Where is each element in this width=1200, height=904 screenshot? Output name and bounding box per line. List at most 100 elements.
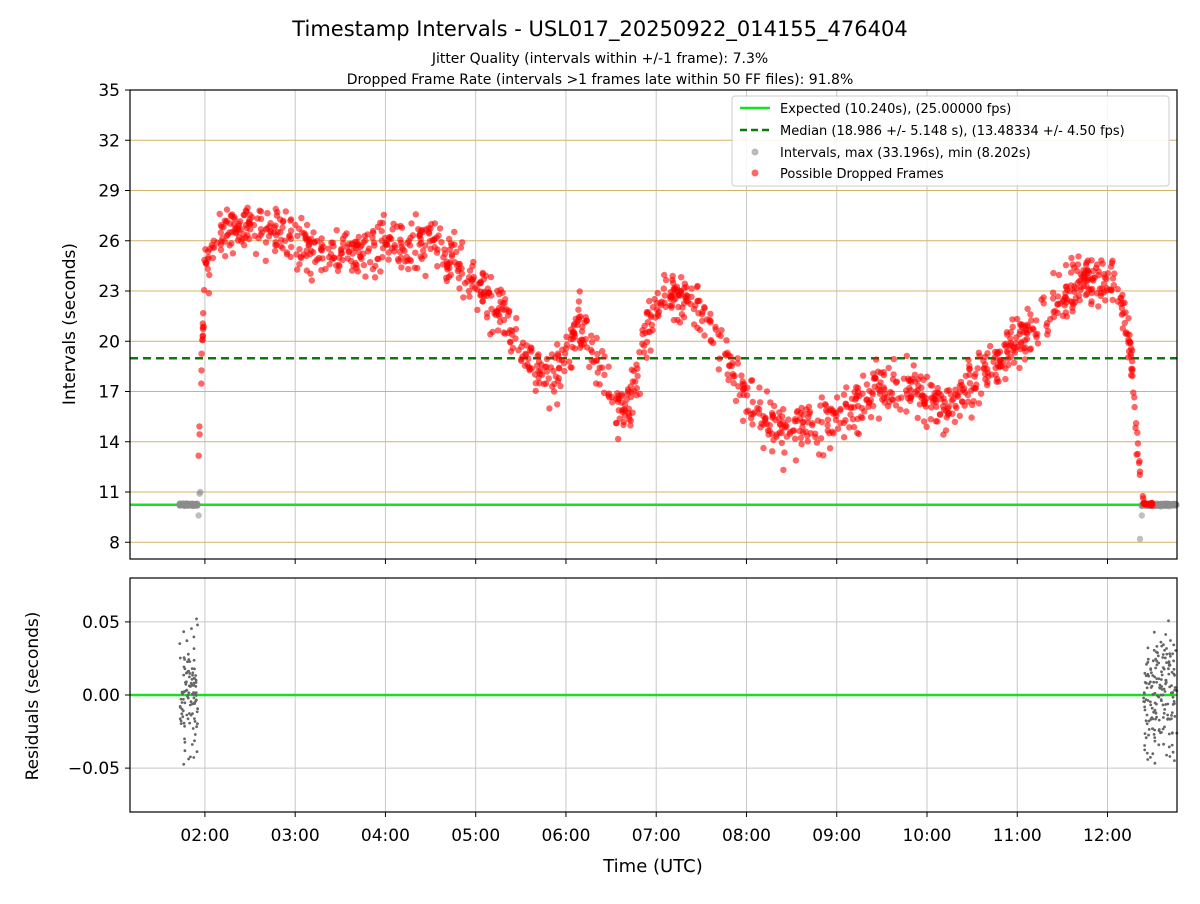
- residual-point: [1166, 702, 1170, 706]
- dropped-frame-point: [554, 341, 561, 348]
- dropped-frame-point: [352, 238, 359, 245]
- residual-point: [194, 694, 198, 697]
- dropped-frame-point: [843, 384, 850, 391]
- dropped-frame-point: [227, 212, 235, 219]
- dropped-frame-point: [588, 332, 595, 339]
- dropped-frame-point: [760, 444, 767, 452]
- dropped-frame-point: [680, 300, 688, 307]
- dropped-frame-point: [246, 226, 254, 233]
- residual-point: [1158, 686, 1161, 689]
- dropped-frame-point: [256, 207, 263, 214]
- residual-point: [1144, 719, 1148, 723]
- dropped-frame-point: [907, 397, 914, 404]
- residual-point: [1167, 672, 1171, 676]
- dropped-frame-point: [1071, 283, 1078, 290]
- residual-point: [1159, 678, 1163, 681]
- dropped-frame-point: [229, 250, 237, 257]
- dropped-frame-point: [927, 416, 934, 423]
- top-y-tick-label: 26: [98, 232, 120, 252]
- dropped-frame-point: [890, 355, 897, 363]
- residual-point: [196, 722, 199, 726]
- dropped-frame-point: [1084, 266, 1091, 274]
- residual-point: [1167, 667, 1170, 671]
- dropped-frame-point: [475, 280, 482, 287]
- residual-point: [1163, 690, 1167, 693]
- dropped-frame-point: [409, 232, 417, 239]
- dropped-frame-point: [1038, 296, 1045, 303]
- top-y-tick-label: 20: [98, 332, 120, 352]
- dropped-frame-point: [288, 243, 295, 251]
- dropped-frame-point: [694, 282, 701, 290]
- dropped-frame-point: [505, 329, 512, 337]
- residual-point: [1164, 678, 1168, 682]
- dropped-frame-point: [362, 237, 369, 244]
- dropped-frame-point: [660, 285, 667, 292]
- dropped-frame-point: [427, 245, 434, 252]
- dropped-frame-point: [390, 220, 397, 227]
- residual-point: [1143, 748, 1147, 752]
- residual-point: [1143, 708, 1147, 712]
- dropped-frame-point: [824, 422, 831, 429]
- dropped-frame-point: [336, 263, 343, 270]
- interval-point: [176, 500, 184, 507]
- dropped-frame-point: [994, 375, 1001, 383]
- dropped-frame-point: [921, 400, 928, 408]
- dropped-frame-point: [583, 344, 591, 351]
- dropped-frame-point: [474, 286, 481, 293]
- dropped-frame-point: [206, 271, 213, 279]
- dropped-frame-point: [1074, 261, 1082, 268]
- dropped-frame-point: [888, 396, 896, 403]
- dropped-frame-point: [1126, 331, 1133, 338]
- bottom-x-tick-label: 04:00: [361, 826, 410, 846]
- dropped-frame-point: [960, 385, 968, 392]
- dropped-frame-point: [1044, 331, 1051, 338]
- dropped-frame-point: [1081, 277, 1088, 285]
- bottom-panel-y-ticks: 0.05 0.00 −0.05: [68, 613, 130, 779]
- dropped-frame-point: [198, 350, 205, 357]
- residual-point: [1145, 722, 1149, 726]
- dropped-frame-point: [447, 240, 455, 247]
- dropped-frame-point: [773, 431, 780, 438]
- residual-point: [178, 656, 182, 660]
- dropped-frame-point: [1119, 325, 1127, 332]
- dropped-frame-point: [962, 372, 969, 380]
- dropped-frame-point: [588, 348, 596, 356]
- dropped-frame-point: [451, 228, 458, 236]
- residual-point: [182, 690, 186, 694]
- residual-point: [1145, 686, 1149, 690]
- dropped-frame-point: [484, 285, 491, 292]
- dropped-frame-point: [234, 225, 241, 233]
- dropped-frame-point: [455, 274, 463, 282]
- dropped-frame-point: [914, 376, 922, 383]
- dropped-frame-point: [339, 240, 347, 247]
- residual-point: [1146, 657, 1150, 661]
- residual-point: [1162, 711, 1166, 715]
- dropped-frame-point: [645, 328, 652, 335]
- dropped-frame-point: [381, 234, 389, 241]
- top-y-tick-label: 23: [98, 282, 120, 302]
- bottom-x-tick-label: 02:00: [180, 826, 229, 846]
- dropped-frame-point: [550, 388, 558, 395]
- residual-point: [1156, 654, 1160, 658]
- interval-point: [1136, 535, 1144, 543]
- dropped-frame-point: [1128, 372, 1135, 379]
- dropped-frame-point: [724, 371, 731, 378]
- dropped-frame-point: [1062, 261, 1070, 269]
- residual-point: [191, 671, 195, 675]
- dropped-frame-point: [698, 317, 706, 325]
- dropped-frame-point: [555, 356, 563, 363]
- residual-point: [1163, 708, 1167, 711]
- dropped-frame-point: [1016, 364, 1023, 372]
- dropped-frame-point: [576, 337, 583, 345]
- dropped-frame-point: [532, 380, 539, 387]
- dropped-frame-point: [975, 400, 983, 407]
- residual-point: [1167, 732, 1171, 736]
- dropped-frame-point: [282, 208, 289, 215]
- dropped-frame-point: [1011, 349, 1018, 356]
- residual-point: [1153, 736, 1157, 739]
- interval-point: [1172, 501, 1179, 508]
- top-y-tick-label: 14: [98, 433, 120, 453]
- residual-point: [179, 697, 183, 701]
- dropped-frame-point: [216, 210, 223, 218]
